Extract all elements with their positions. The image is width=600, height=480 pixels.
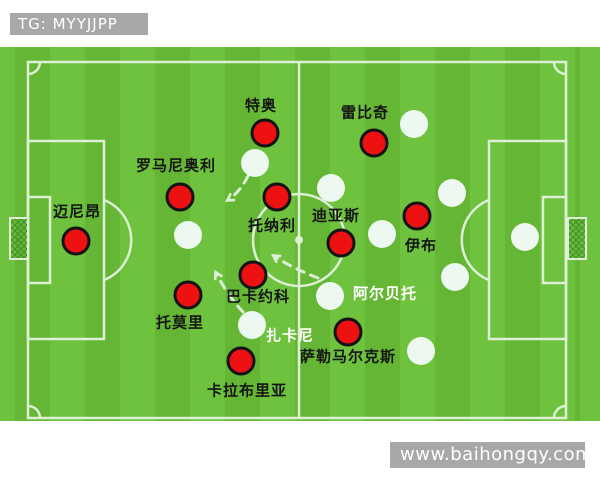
player-marker-white bbox=[511, 223, 539, 251]
movement-arrows bbox=[216, 174, 320, 314]
player-marker-red bbox=[402, 201, 432, 231]
player-label: 雷比奇 bbox=[340, 103, 390, 122]
player-marker-red bbox=[165, 182, 195, 212]
player-marker-white bbox=[317, 174, 345, 202]
player-marker-white bbox=[407, 337, 435, 365]
player-marker-white bbox=[438, 179, 466, 207]
player-marker-white bbox=[441, 263, 469, 291]
watermark-top-left: TG: MYYJJPP bbox=[10, 13, 148, 35]
player-marker-red bbox=[326, 228, 356, 258]
player-marker-red bbox=[238, 260, 268, 290]
goal-area-left bbox=[26, 195, 52, 285]
player-marker-red bbox=[262, 182, 292, 212]
player-label: 迈尼昂 bbox=[52, 202, 102, 221]
player-marker-red bbox=[333, 317, 363, 347]
player-marker-white bbox=[238, 311, 266, 339]
player-label: 伊布 bbox=[404, 236, 438, 255]
goal-area-right bbox=[541, 195, 568, 285]
goal-left bbox=[9, 217, 29, 260]
penalty-arc-left bbox=[103, 198, 133, 282]
player-label: 阿尔贝托 bbox=[352, 284, 418, 303]
corner-arc-top-right bbox=[552, 61, 567, 76]
penalty-arc-right bbox=[460, 198, 490, 282]
player-label: 特奥 bbox=[244, 96, 278, 115]
player-label: 萨勒马尔克斯 bbox=[299, 347, 397, 366]
player-label: 扎卡尼 bbox=[265, 326, 315, 345]
player-label: 巴卡约科 bbox=[225, 287, 291, 306]
player-marker-red bbox=[359, 128, 389, 158]
player-marker-white bbox=[368, 220, 396, 248]
goal-right bbox=[567, 217, 587, 260]
player-marker-red bbox=[61, 226, 91, 256]
arrow-from-zaccagni bbox=[216, 273, 245, 314]
centre-spot bbox=[295, 236, 303, 244]
player-marker-red bbox=[173, 280, 203, 310]
player-marker-white bbox=[241, 149, 269, 177]
player-marker-white bbox=[174, 221, 202, 249]
player-marker-white bbox=[316, 282, 344, 310]
watermark-bottom-right: www.baihongqy.com bbox=[390, 442, 585, 468]
player-label: 托莫里 bbox=[155, 313, 205, 332]
arrow-from-top-white-midfielder bbox=[228, 174, 250, 200]
corner-arc-bottom-left bbox=[27, 404, 42, 419]
player-marker-red bbox=[226, 346, 256, 376]
corner-arc-top-left bbox=[27, 61, 42, 76]
player-label: 迪亚斯 bbox=[311, 206, 361, 225]
player-label: 卡拉布里亚 bbox=[206, 381, 288, 400]
player-label: 罗马尼奥利 bbox=[135, 156, 217, 175]
player-marker-red bbox=[250, 118, 280, 148]
arrow-into-centre-circle bbox=[274, 256, 320, 280]
player-label: 托纳利 bbox=[247, 216, 297, 235]
player-marker-white bbox=[400, 110, 428, 138]
corner-arc-bottom-right bbox=[552, 404, 567, 419]
